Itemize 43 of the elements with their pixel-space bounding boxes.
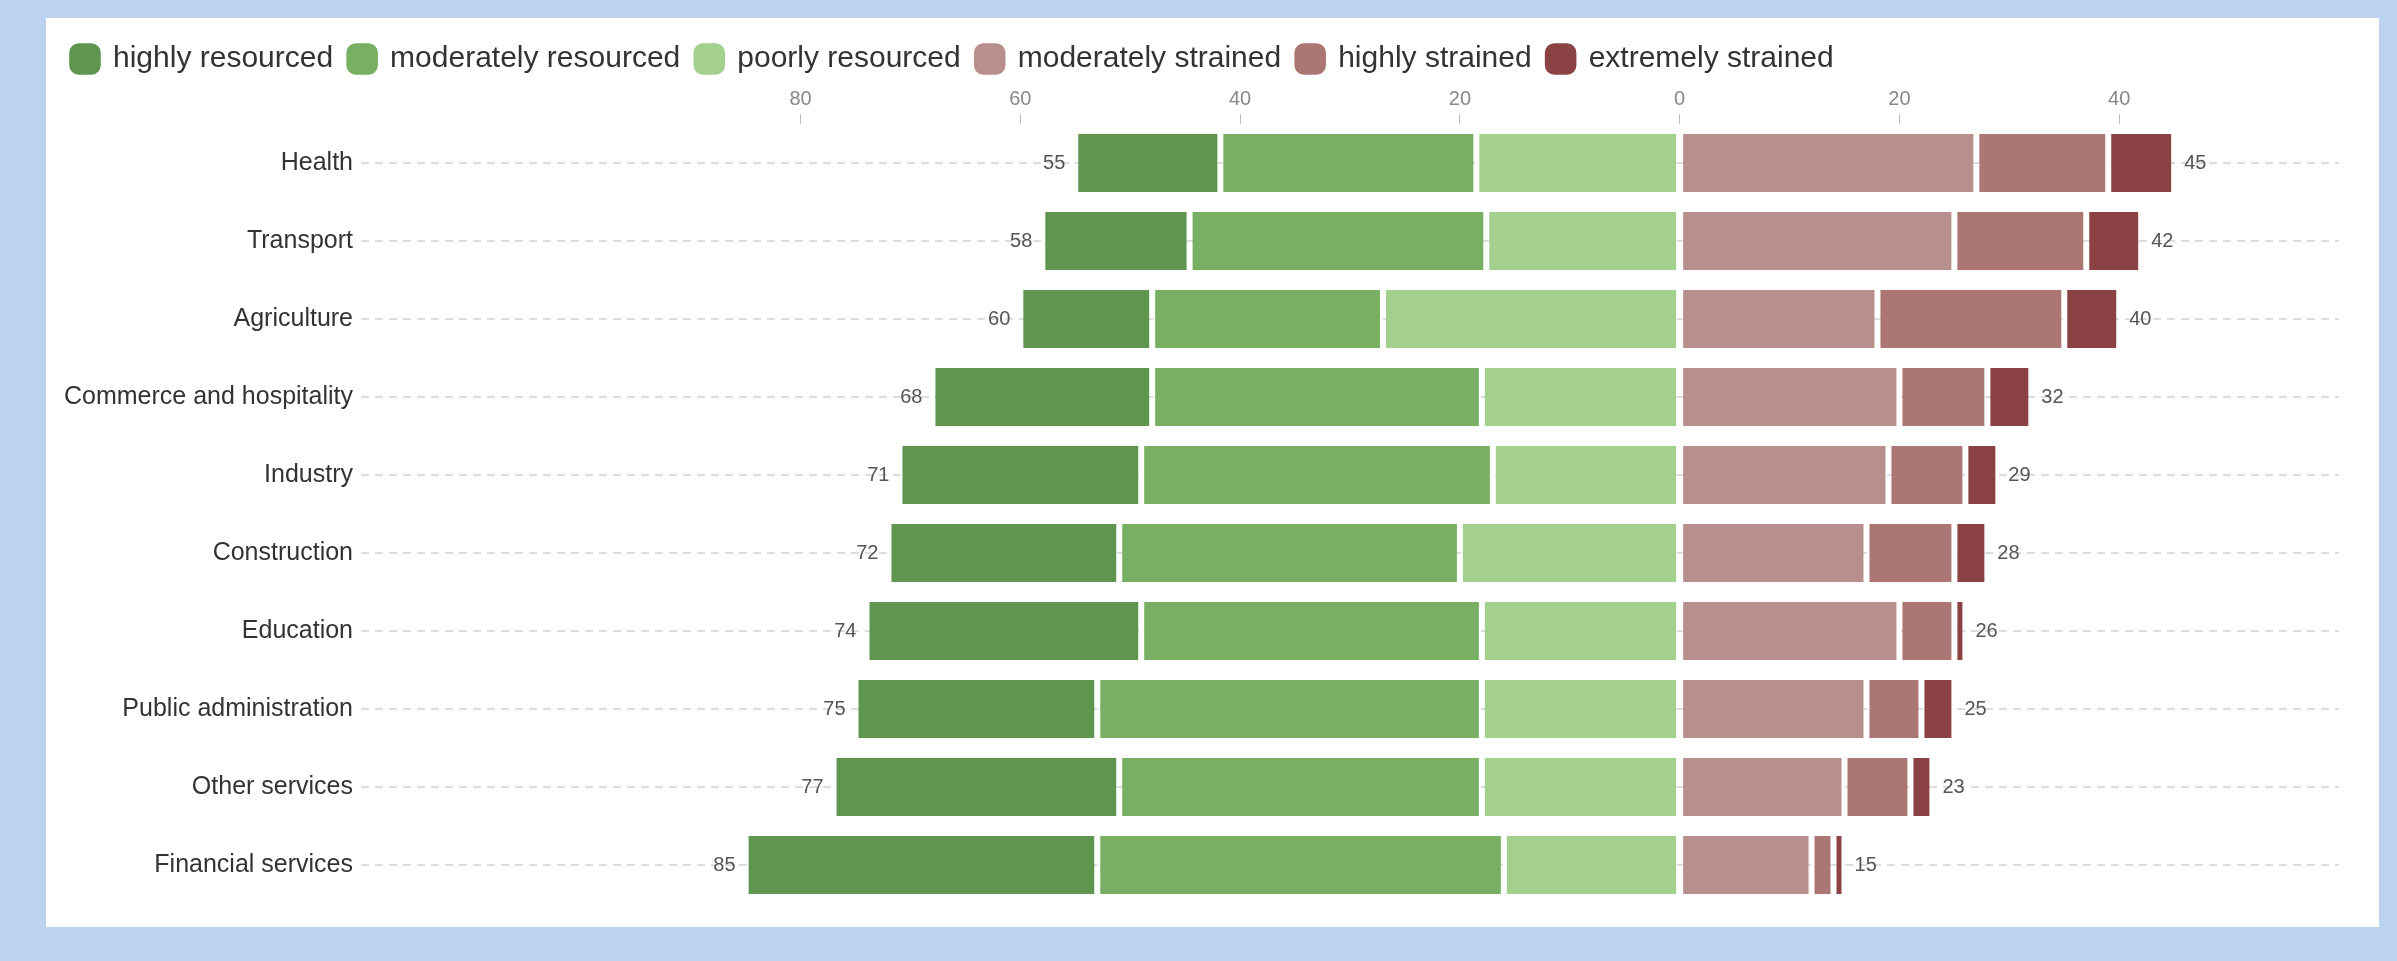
x-tick-label: 40 (2108, 86, 2131, 109)
annotation: 29 (2008, 462, 2031, 485)
x-tick-label: 20 (1888, 86, 1911, 109)
annotation: 85 (713, 852, 736, 875)
y-tick-label: Construction (212, 536, 354, 565)
y-tick-label: Other services (191, 770, 354, 799)
annotation: 40 (2129, 306, 2152, 329)
y-tick-label: Agriculture (233, 302, 354, 331)
y-tick-label: Industry (264, 458, 354, 487)
annotation: 42 (2151, 228, 2174, 251)
annotation: 45 (2184, 150, 2207, 173)
annotation: 32 (2041, 384, 2064, 407)
annotation: 77 (801, 774, 824, 797)
annotation: 60 (988, 306, 1011, 329)
annotation: 26 (1975, 618, 1998, 641)
y-tick-label: Health (280, 146, 354, 175)
annotation: 55 (1043, 150, 1066, 173)
legend-label: moderately resourced (390, 40, 681, 74)
legend-label: extremely strained (1588, 40, 1834, 74)
legend-label: highly strained (1338, 40, 1532, 74)
annotation: 25 (1964, 696, 1987, 719)
annotation: 23 (1942, 774, 1965, 797)
annotation: 72 (856, 540, 879, 563)
y-tick-label: Education (241, 614, 354, 643)
y-tick-label: Commerce and hospitality (64, 380, 354, 409)
y-tick-label: Transport (246, 224, 354, 253)
annotation: 71 (867, 462, 890, 485)
legend-label: moderately strained (1017, 40, 1282, 74)
legend-label: poorly resourced (737, 40, 961, 74)
legend-label: highly resourced (113, 40, 334, 74)
annotation: 74 (834, 618, 857, 641)
y-tick-label: Public administration (122, 692, 354, 721)
annotation: 15 (1854, 852, 1877, 875)
y-tick-label: Financial services (154, 848, 354, 877)
annotation: 75 (823, 696, 846, 719)
x-tick-label: 20 (1448, 86, 1472, 109)
x-tick-label: 80 (789, 86, 812, 109)
x-tick-label: 60 (1009, 86, 1032, 109)
annotation: 28 (1997, 540, 2020, 563)
annotation: 68 (900, 384, 923, 407)
annotation: 58 (1010, 228, 1033, 251)
x-tick-label: 0 (1674, 86, 1686, 109)
x-tick-label: 40 (1228, 86, 1252, 109)
